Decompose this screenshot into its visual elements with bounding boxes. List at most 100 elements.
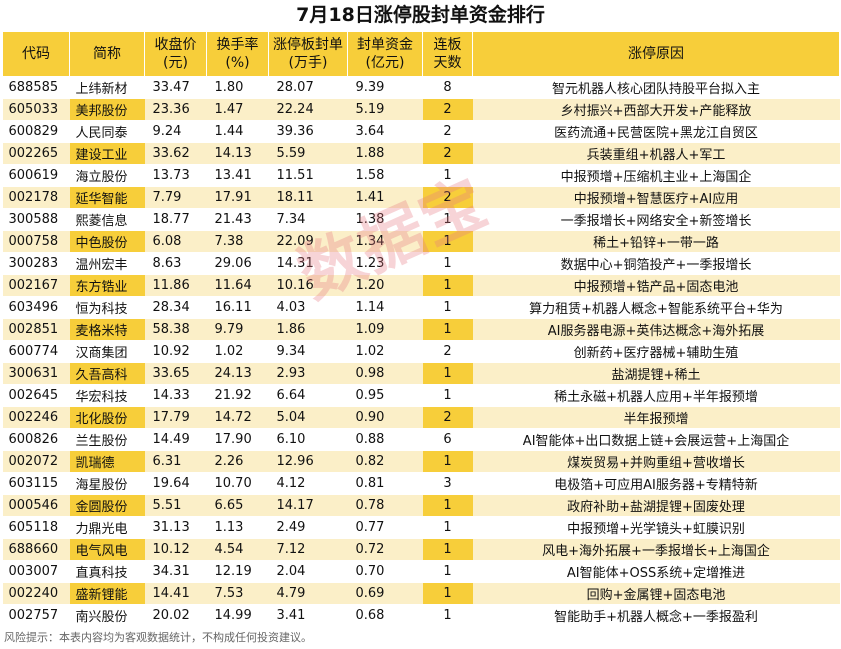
cell-turnover: 21.92 bbox=[206, 384, 269, 407]
header-seal-volume-unit: (万手) bbox=[288, 55, 328, 71]
cell-code: 600774 bbox=[2, 340, 70, 363]
cell-board-days: 2 bbox=[422, 120, 473, 143]
cell-turnover: 10.70 bbox=[206, 472, 269, 495]
table-row: 600774 汉商集团 10.92 1.02 9.34 1.02 2 创新药+医疗器械+辅助生… bbox=[2, 340, 840, 363]
cell-close: 10.12 bbox=[144, 538, 207, 561]
table-row: 300588 熙菱信息 18.77 21.43 7.34 1.38 1 一季报增长+网络安全+… bbox=[2, 208, 840, 231]
cell-seal-fund: 0.68 bbox=[347, 604, 423, 627]
cell-name: 华宏科技 bbox=[69, 384, 145, 407]
cell-seal-fund: 1.20 bbox=[347, 274, 423, 297]
cell-reason: AI智能体+OSS系统+定增推进 bbox=[472, 560, 840, 583]
cell-seal-volume: 9.34 bbox=[268, 340, 348, 363]
cell-seal-volume: 4.12 bbox=[268, 472, 348, 495]
cell-seal-volume: 2.04 bbox=[268, 560, 348, 583]
cell-name: 电气风电 bbox=[69, 538, 145, 561]
cell-code: 002240 bbox=[2, 582, 70, 605]
cell-seal-volume: 2.93 bbox=[268, 362, 348, 385]
table-row: 003007 直真科技 34.31 12.19 2.04 0.70 1 AI智能体+OSS系统… bbox=[2, 560, 840, 583]
cell-close: 6.31 bbox=[144, 450, 207, 473]
cell-seal-fund: 0.98 bbox=[347, 362, 423, 385]
header-board-label: 连板 bbox=[433, 37, 462, 53]
cell-close: 14.49 bbox=[144, 428, 207, 451]
cell-seal-fund: 0.95 bbox=[347, 384, 423, 407]
cell-turnover: 2.26 bbox=[206, 450, 269, 473]
cell-name: 盛新锂能 bbox=[69, 582, 145, 605]
cell-turnover: 14.99 bbox=[206, 604, 269, 627]
cell-board-days: 1 bbox=[422, 164, 473, 187]
cell-seal-fund: 1.34 bbox=[347, 230, 423, 253]
cell-code: 603496 bbox=[2, 296, 70, 319]
cell-name: 汉商集团 bbox=[69, 340, 145, 363]
cell-seal-fund: 1.14 bbox=[347, 296, 423, 319]
table-row: 605118 力鼎光电 31.13 1.13 2.49 0.77 1 中报预增+光学镜头+虹膜… bbox=[2, 516, 840, 539]
cell-seal-volume: 7.12 bbox=[268, 538, 348, 561]
cell-name: 金圆股份 bbox=[69, 494, 145, 517]
cell-board-days: 1 bbox=[422, 450, 473, 473]
cell-name: 延华智能 bbox=[69, 186, 145, 209]
cell-name: 美邦股份 bbox=[69, 98, 145, 121]
cell-turnover: 1.02 bbox=[206, 340, 269, 363]
cell-code: 300631 bbox=[2, 362, 70, 385]
cell-code: 002851 bbox=[2, 318, 70, 341]
cell-board-days: 1 bbox=[422, 274, 473, 297]
header-board-unit: 天数 bbox=[433, 55, 462, 71]
cell-board-days: 2 bbox=[422, 186, 473, 209]
risk-disclaimer: 风险提示：本表内容均为客观数据统计，不构成任何投资建议。 bbox=[4, 631, 312, 644]
table-row: 002167 东方锆业 11.86 11.64 10.16 1.20 1 中报预增+锆产品+固… bbox=[2, 274, 840, 297]
cell-close: 7.79 bbox=[144, 186, 207, 209]
cell-name: 兰生股份 bbox=[69, 428, 145, 451]
cell-name: 海立股份 bbox=[69, 164, 145, 187]
table-header-row: 代码 简称 收盘价 (元) 换手率 (%) 涨停板封单 (万手) 封单资金 (亿元) 连… bbox=[2, 31, 840, 77]
cell-seal-fund: 0.78 bbox=[347, 494, 423, 517]
cell-board-days: 1 bbox=[422, 362, 473, 385]
cell-close: 11.86 bbox=[144, 274, 207, 297]
cell-turnover: 13.41 bbox=[206, 164, 269, 187]
cell-board-days: 1 bbox=[422, 560, 473, 583]
table-row: 600619 海立股份 13.73 13.41 11.51 1.58 1 中报预增+压缩机主业… bbox=[2, 164, 840, 187]
header-name: 简称 bbox=[69, 31, 145, 77]
cell-seal-fund: 1.38 bbox=[347, 208, 423, 231]
cell-board-days: 1 bbox=[422, 318, 473, 341]
cell-seal-volume: 11.51 bbox=[268, 164, 348, 187]
table-row: 000758 中色股份 6.08 7.38 22.09 1.34 1 稀土+铅锌+一带一路 bbox=[2, 230, 840, 253]
cell-code: 300283 bbox=[2, 252, 70, 275]
cell-close: 10.92 bbox=[144, 340, 207, 363]
cell-board-days: 1 bbox=[422, 604, 473, 627]
cell-code: 605118 bbox=[2, 516, 70, 539]
header-turnover-unit: (%) bbox=[225, 55, 250, 71]
cell-turnover: 12.19 bbox=[206, 560, 269, 583]
cell-close: 14.41 bbox=[144, 582, 207, 605]
table-row: 002265 建设工业 33.62 14.13 5.59 1.88 2 兵装重组+机器人+军工 bbox=[2, 142, 840, 165]
table-row: 688660 电气风电 10.12 4.54 7.12 0.72 1 风电+海外拓展+一季报增… bbox=[2, 538, 840, 561]
cell-code: 002757 bbox=[2, 604, 70, 627]
cell-close: 5.51 bbox=[144, 494, 207, 517]
cell-name: 温州宏丰 bbox=[69, 252, 145, 275]
cell-reason: 政府补助+盐湖提锂+固废处理 bbox=[472, 494, 840, 517]
cell-close: 13.73 bbox=[144, 164, 207, 187]
cell-close: 18.77 bbox=[144, 208, 207, 231]
cell-board-days: 1 bbox=[422, 384, 473, 407]
cell-close: 20.02 bbox=[144, 604, 207, 627]
cell-reason: 稀土+铅锌+一带一路 bbox=[472, 230, 840, 253]
cell-turnover: 29.06 bbox=[206, 252, 269, 275]
cell-reason: AI服务器电源+英伟达概念+海外拓展 bbox=[472, 318, 840, 341]
cell-code: 002246 bbox=[2, 406, 70, 429]
cell-code: 002265 bbox=[2, 142, 70, 165]
cell-reason: 中报预增+智慧医疗+AI应用 bbox=[472, 186, 840, 209]
table-row: 002072 凯瑞德 6.31 2.26 12.96 0.82 1 煤炭贸易+并购重组+营收增… bbox=[2, 450, 840, 473]
cell-turnover: 7.53 bbox=[206, 582, 269, 605]
cell-seal-volume: 18.11 bbox=[268, 186, 348, 209]
cell-code: 003007 bbox=[2, 560, 70, 583]
cell-close: 14.33 bbox=[144, 384, 207, 407]
cell-code: 688660 bbox=[2, 538, 70, 561]
cell-code: 002645 bbox=[2, 384, 70, 407]
cell-code: 000758 bbox=[2, 230, 70, 253]
table-row: 605033 美邦股份 23.36 1.47 22.24 5.19 2 乡村振兴+西部大开发+… bbox=[2, 98, 840, 121]
cell-seal-volume: 6.64 bbox=[268, 384, 348, 407]
cell-seal-fund: 0.88 bbox=[347, 428, 423, 451]
header-close-unit: (元) bbox=[163, 55, 188, 71]
cell-seal-fund: 0.77 bbox=[347, 516, 423, 539]
cell-close: 33.62 bbox=[144, 142, 207, 165]
cell-code: 600826 bbox=[2, 428, 70, 451]
cell-code: 002178 bbox=[2, 186, 70, 209]
